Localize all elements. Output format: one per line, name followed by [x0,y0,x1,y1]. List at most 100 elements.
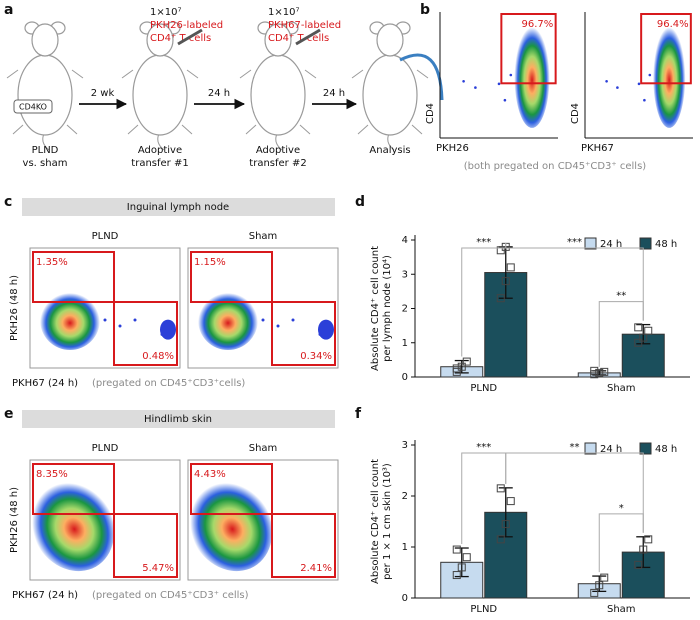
data-point [496,294,505,303]
mouse-body [250,54,306,136]
gate [190,251,273,303]
gate-percent: 1.15% [194,257,226,268]
mouse-head [146,23,174,57]
legend-swatch [639,237,652,250]
header: Hindlimb skin [144,414,212,425]
legend-swatch [584,237,597,250]
data-point [452,571,461,580]
panel-label: d [355,194,365,210]
panel-label: f [355,406,362,422]
significance-label: ** [616,291,626,302]
data-point [462,357,471,366]
plot-title: Sham [249,231,278,242]
gate [500,13,557,85]
injection-label: CD4⁺ T cells [268,33,329,44]
gate [32,251,115,303]
cell-dot [509,73,513,77]
data-point [644,326,653,335]
significance-label: * [619,503,624,514]
x-tick-label: PLND [470,604,497,615]
step-label: Analysis [369,145,410,156]
cell-dot [616,86,619,89]
tag: CD4KO [19,103,47,112]
cell-dot [291,318,295,322]
legend-label: 24 h [600,239,622,250]
significance-bracket [505,242,644,321]
mouse-leg [239,69,252,79]
gate [113,513,178,578]
header-bar [22,410,335,428]
significance-bracket [505,452,644,533]
interval-label: 2 wk [91,88,115,99]
gate-percent: 2.41% [300,563,332,574]
y-tick-label: 2 [402,491,408,502]
x-axis-label: PKH26 [436,143,469,154]
step-label: transfer #2 [249,158,306,169]
header: Inguinal lymph node [127,202,229,213]
interval-label: 24 h [208,88,230,99]
cell-dot [118,324,122,328]
data-point [639,333,648,342]
y-tick-label: 0 [402,593,408,604]
mouse-leg [357,124,369,135]
mouse-leg [6,69,19,79]
cell-dot [637,82,641,86]
plot-title: Sham [249,443,278,454]
mouse-leg [127,124,139,135]
y-axis-label: Absolute CD4⁺ cell count [370,459,381,584]
cell-dot [503,98,507,102]
significance-label: ** [570,442,580,453]
syringe [177,28,203,46]
gate [113,301,178,366]
data-point [501,277,510,286]
mouse-leg [12,124,24,135]
y-tick-label: 3 [402,440,408,451]
data-point [639,545,648,554]
gate [271,301,336,366]
x-tick-label: Sham [607,604,636,615]
mouse-head [264,23,292,57]
significance-bracket [598,301,644,367]
injection-label: 1×10⁷ [150,7,181,18]
syringe [295,28,321,46]
y-axis-label: CD4 [570,103,581,124]
injection-label: PKH26-labeled [150,20,223,31]
gate-percent: 0.34% [300,351,332,362]
legend-swatch [639,442,652,455]
plot-frame [187,247,339,369]
cell-dot [261,318,265,322]
data-point [590,588,599,597]
cell-density [29,478,115,572]
y-axis-label: PKH26 (48 h) [9,275,20,341]
data-point [501,520,510,529]
data-point [496,484,505,493]
cell-dot [103,318,107,322]
data-point [634,560,643,569]
plot-frame [29,247,181,369]
cell-dot [462,80,465,83]
y-axis-label: Absolute CD4⁺ cell count [370,246,381,371]
data-point [600,573,609,582]
tag-box [13,99,53,114]
significance-bracket [598,513,644,573]
gate-percent: 4.43% [194,469,226,480]
data-point [634,323,643,332]
y-tick-label: 3 [402,269,408,280]
gate [190,463,273,515]
cell-dot [643,98,646,102]
cell-dot [474,86,477,89]
cell-cluster [318,319,334,340]
data-point [600,367,609,376]
y-tick-label: 2 [402,304,408,315]
x-tick-label: PLND [470,383,497,394]
y-axis-label: per lymph node (10⁴) [382,255,393,362]
mouse-leg [181,124,193,135]
data-point [506,263,515,272]
data-point [506,497,515,506]
mouse-leg [71,69,84,79]
y-axis-label: PKH26 (48 h) [9,487,20,553]
mouse-leg [351,69,364,79]
mouse-leg [299,124,311,135]
gate-percent: 5.47% [142,563,174,574]
cell-density [653,22,686,128]
